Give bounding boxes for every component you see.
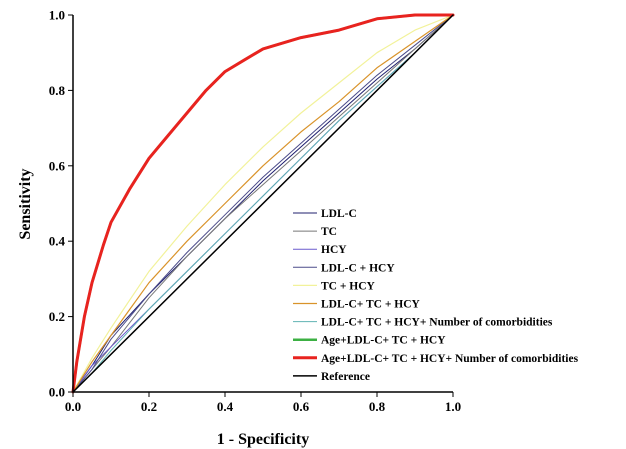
x-tick-label-4: 0.8 [369,399,386,414]
y-tick-label-1: 0.2 [49,309,65,324]
series-line-4 [72,14,454,393]
y-tick-label-4: 0.8 [49,83,66,98]
x-tick-label-1: 0.2 [141,399,157,414]
y-tick-label-0: 0.0 [49,385,65,400]
x-tick-label-5: 1.0 [445,399,461,414]
legend-label-1: TC [321,226,337,238]
series-line-5 [72,14,454,393]
series-line-9 [72,14,454,393]
legend-label-5: LDL-C+ TC + HCY [321,299,421,311]
legend: LDL-C TC HCY LDL-C + HCY TC + HCY LDL-C+ TC +… [293,208,579,383]
series-line-8 [71,13,455,394]
legend-label-7: Age+LDL-C+ TC + HCY [321,335,446,347]
y-axis-title: Sensitivity [17,168,34,239]
legend-label-3: LDL-C + HCY [321,262,395,274]
y-tick-label-5: 1.0 [49,8,65,23]
legend-label-9: Reference [321,371,370,383]
y-tick-label-3: 0.6 [49,158,66,173]
axes: 0.0 0.2 0.4 0.6 0.8 1.0 0.0 0.2 0.4 0.6 0.8 1.0 [49,8,461,415]
legend-label-2: HCY [321,244,347,256]
x-tick-label-3: 0.6 [293,399,310,414]
legend-label-0: LDL-C [321,208,357,220]
legend-label-4: TC + HCY [321,280,376,292]
series-line-6 [72,14,454,393]
x-tick-label-0: 0.0 [65,399,81,414]
x-tick-label-2: 0.4 [217,399,234,414]
plot-area [71,13,455,394]
y-tick-label-2: 0.4 [49,234,66,249]
legend-label-6: LDL-C+ TC + HCY+ Number of comorbidities [321,317,553,329]
x-axis-title: 1 - Specificity [217,431,309,448]
series-line-3 [72,14,454,393]
legend-label-8: Age+LDL-C+ TC + HCY+ Number of comorbidi… [321,353,579,365]
